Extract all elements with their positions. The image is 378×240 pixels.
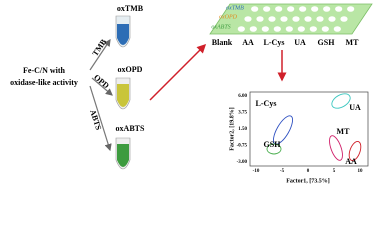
- tubes: [115, 15, 131, 170]
- substrate: TMB: [91, 37, 109, 58]
- product: oxABTS: [116, 124, 145, 133]
- arrows: [89, 39, 113, 152]
- well: [251, 6, 259, 12]
- well: [249, 26, 257, 32]
- arrow: [149, 43, 207, 101]
- plate-column: Blank: [212, 38, 233, 47]
- substrate: ABTS: [88, 108, 103, 131]
- well: [263, 6, 271, 12]
- well: [237, 26, 245, 32]
- y-axis-label: Factor2, [19.8%]: [229, 107, 235, 151]
- well: [292, 16, 300, 22]
- well: [333, 26, 341, 32]
- well: [347, 6, 355, 12]
- group-label: L-Cys: [256, 99, 277, 108]
- well: [323, 6, 331, 12]
- well: [287, 6, 295, 12]
- y-tick-label: -0.75: [237, 144, 248, 149]
- y-tick-label: 1.50: [238, 127, 247, 132]
- source-line: oxidase-like activity: [10, 78, 78, 87]
- well: [309, 26, 317, 32]
- clusters: [266, 93, 362, 162]
- plate-column: L-Cys: [264, 38, 285, 47]
- well: [316, 16, 324, 22]
- well: [285, 26, 293, 32]
- product: oxOPD: [118, 65, 143, 74]
- x-tick-label: -5: [280, 169, 285, 174]
- group-label: GSH: [264, 140, 282, 149]
- x-tick-label: 0: [307, 169, 310, 174]
- y-tick-label: 6.00: [238, 94, 247, 99]
- well: [244, 16, 252, 22]
- well: [311, 6, 319, 12]
- well: [268, 16, 276, 22]
- group-label: UA: [349, 103, 361, 112]
- well: [304, 16, 312, 22]
- substrate: OPD: [92, 73, 111, 91]
- well: [299, 6, 307, 12]
- well: [340, 16, 348, 22]
- plate-row: oxOPD: [219, 14, 238, 20]
- well: [275, 6, 283, 12]
- plate-row: oxABTS: [211, 24, 230, 30]
- x-tick-label: -10: [253, 169, 260, 174]
- plate-column: MT: [346, 38, 360, 47]
- well: [321, 26, 329, 32]
- group-label: AA: [345, 157, 357, 166]
- x-axis-label: Factor1, [73.5%]: [286, 178, 330, 184]
- group-label: MT: [337, 127, 351, 136]
- well: [297, 26, 305, 32]
- y-tick-label: -3.00: [237, 160, 248, 165]
- well: [256, 16, 264, 22]
- product: oxTMB: [117, 4, 144, 13]
- plate-row: oxTMB: [226, 5, 244, 11]
- x-tick-label: 5: [333, 169, 336, 174]
- x-tick-label: 10: [358, 169, 364, 174]
- wells: [237, 6, 355, 32]
- well: [328, 16, 336, 22]
- y-tick-label: 3.75: [238, 111, 247, 116]
- graphical-abstract: Fe-C/N with oxidase-like activity TMB OP…: [10, 3, 373, 184]
- source-line: Fe-C/N with: [23, 66, 66, 75]
- plate-column: AA: [242, 38, 254, 47]
- plot-frame: [249, 91, 369, 167]
- well: [261, 26, 269, 32]
- plate: [209, 3, 373, 35]
- plate-column: UA: [294, 38, 306, 47]
- plate-column: GSH: [318, 38, 336, 47]
- well: [273, 26, 281, 32]
- well: [280, 16, 288, 22]
- well: [335, 6, 343, 12]
